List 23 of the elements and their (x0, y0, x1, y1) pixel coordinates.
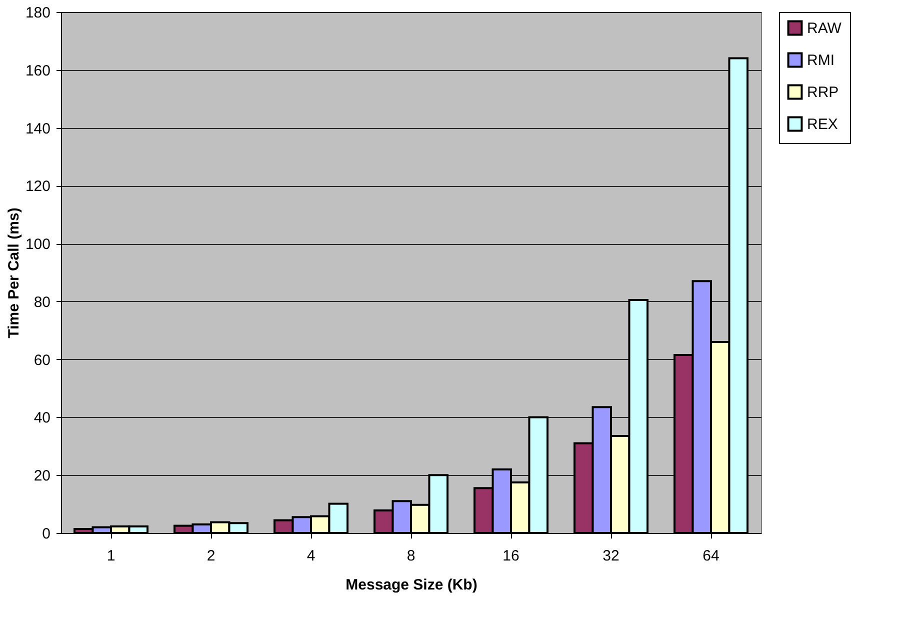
legend-label: RRP (807, 84, 839, 101)
x-tick-label: 64 (702, 548, 720, 564)
x-tick-label: 16 (502, 548, 520, 564)
y-tick-label: 120 (25, 178, 50, 196)
legend-label: RMI (807, 52, 834, 69)
y-tick-label: 0 (42, 526, 50, 542)
x-tick-label: 32 (602, 548, 620, 564)
y-tick-label: 80 (34, 294, 50, 311)
x-tick-label: 1 (106, 548, 116, 564)
y-tick-label: 140 (25, 120, 50, 138)
legend-label: RAW (807, 20, 842, 37)
y-tick-label: 40 (34, 410, 50, 427)
x-axis-title: Message Size (Kb) (346, 576, 478, 594)
y-tick-label: 180 (25, 4, 50, 22)
y-tick-label: 20 (34, 468, 50, 485)
x-tick-label: 8 (406, 548, 416, 564)
y-tick-label: 60 (34, 352, 50, 369)
y-tick-label: 100 (25, 236, 50, 254)
legend-label: REX (807, 116, 838, 133)
x-tick-label: 4 (306, 548, 316, 564)
y-axis-title: Time Per Call (ms) (5, 208, 22, 338)
y-tick-label: 160 (25, 62, 50, 80)
x-tick-label: 2 (206, 548, 216, 564)
